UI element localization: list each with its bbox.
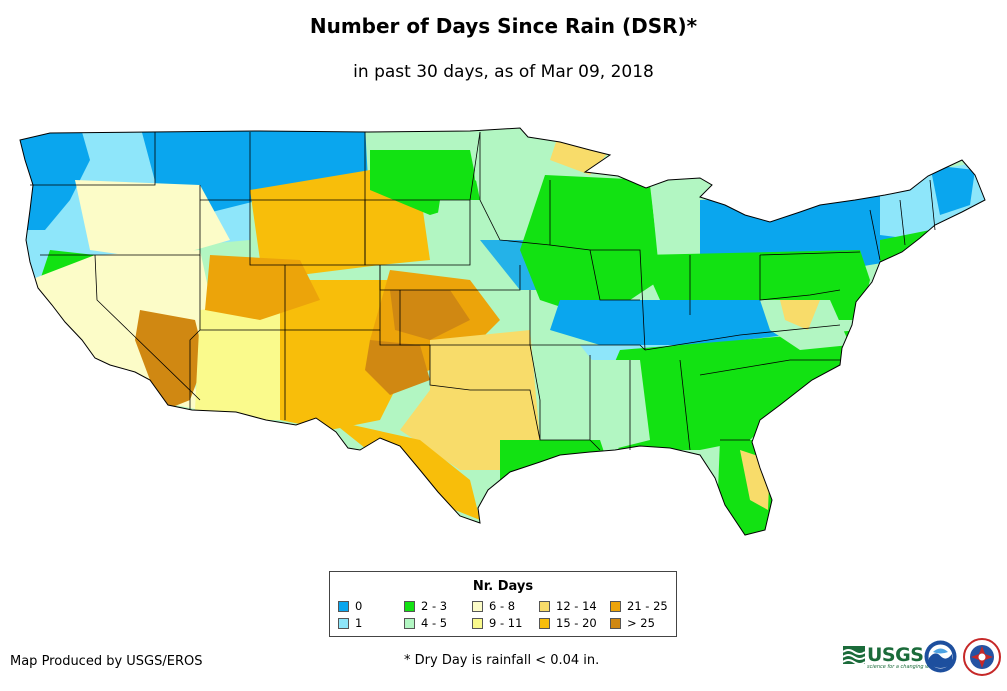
legend-swatch xyxy=(472,601,483,612)
dry-day-footnote: * Dry Day is rainfall < 0.04 in. xyxy=(404,653,600,668)
legend-swatch xyxy=(539,618,550,629)
legend-item-8: 21 - 25 xyxy=(610,600,668,614)
legend-title: Nr. Days xyxy=(472,579,534,594)
usgs-logo: USGS science for a changing world xyxy=(843,642,939,670)
legend-item-6: 12 - 14 xyxy=(539,600,597,614)
map-credit: Map Produced by USGS/EROS xyxy=(10,654,203,669)
usgs-logo-text: USGS xyxy=(867,644,924,666)
legend-swatch xyxy=(610,601,621,612)
legend-item-0: 0 xyxy=(338,600,362,614)
noaa-logo-icon xyxy=(924,640,957,673)
legend-item-2: 2 - 3 xyxy=(404,600,447,614)
legend-swatch xyxy=(472,618,483,629)
legend-swatch xyxy=(539,601,550,612)
legend-item-9: > 25 xyxy=(610,617,655,631)
legend-item-7: 15 - 20 xyxy=(539,617,597,631)
legend-swatch xyxy=(404,601,415,612)
state-boundaries xyxy=(19,127,986,536)
legend-item-1: 1 xyxy=(338,617,362,631)
usgs-waves-icon xyxy=(843,646,865,665)
legend-swatch xyxy=(404,618,415,629)
usgs-tagline: science for a changing world xyxy=(867,664,939,670)
map-subtitle: in past 30 days, as of Mar 09, 2018 xyxy=(353,62,654,82)
legend-items: 0 1 2 - 3 4 - 5 6 - 8 9 - 11 12 - 14 15 … xyxy=(338,600,674,634)
legend-swatch xyxy=(338,618,349,629)
legend-item-5: 9 - 11 xyxy=(472,617,522,631)
map-title: Number of Days Since Rain (DSR)* xyxy=(309,14,698,38)
dsr-color-regions xyxy=(20,128,985,535)
legend-item-4: 6 - 8 xyxy=(472,600,515,614)
nws-logo-icon xyxy=(963,638,1001,676)
legend: Nr. Days 0 1 2 - 3 4 - 5 6 - 8 9 - 11 12… xyxy=(329,571,677,637)
legend-swatch xyxy=(338,601,349,612)
us-map xyxy=(19,127,986,536)
legend-swatch xyxy=(610,618,621,629)
dsr-map-svg xyxy=(19,127,986,536)
legend-item-3: 4 - 5 xyxy=(404,617,447,631)
